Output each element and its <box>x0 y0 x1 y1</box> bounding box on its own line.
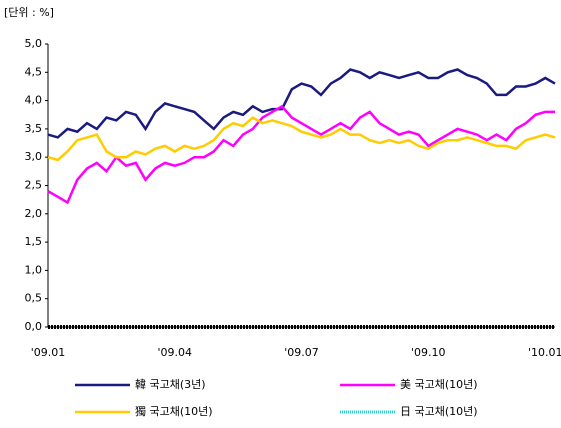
x-tick-label: '09.04 <box>157 346 192 359</box>
y-tick-label: 2,0 <box>25 207 43 220</box>
legend-label: 日 국고채(10년) <box>400 405 478 418</box>
y-tick-label: 0,0 <box>25 320 43 333</box>
x-tick-label: '09.07 <box>284 346 319 359</box>
x-tick-label: '09.10 <box>411 346 446 359</box>
y-tick-label: 0,5 <box>25 292 43 305</box>
y-tick-label: 1,5 <box>25 235 43 248</box>
series-line <box>47 104 555 205</box>
x-tick-label: '09.01 <box>31 346 66 359</box>
y-tick-label: 3,5 <box>25 122 43 135</box>
legend-label: 獨 국고채(10년) <box>135 404 213 418</box>
y-tick-label: 5,0 <box>25 37 43 50</box>
y-tick-label: 2,5 <box>25 179 43 192</box>
y-tick-label: 1,0 <box>25 263 43 276</box>
x-tick-label: '10.01 <box>528 346 561 359</box>
y-tick-label: 4,5 <box>25 65 43 78</box>
series-line <box>47 116 556 162</box>
unit-label: [단위 : %] <box>4 6 54 19</box>
y-tick-label: 3,0 <box>25 150 43 163</box>
y-tick-label: 4,0 <box>25 94 43 107</box>
series-line <box>47 68 556 139</box>
legend-label: 美 국고채(10년) <box>400 378 478 391</box>
legend-label: 韓 국고채(3년) <box>135 378 206 391</box>
